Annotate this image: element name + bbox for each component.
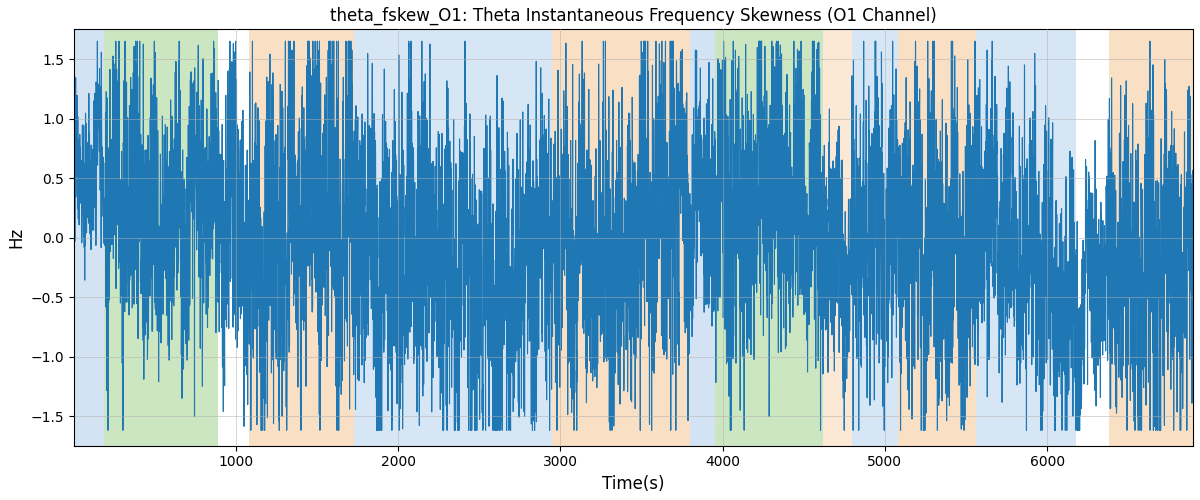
X-axis label: Time(s): Time(s) (602, 475, 665, 493)
Bar (74, 30, 104, 446)
Bar (354, 30, 552, 446)
Bar (552, 30, 690, 446)
Y-axis label: Hz: Hz (7, 227, 25, 248)
Bar (714, 30, 823, 446)
Bar (898, 30, 976, 446)
Bar (250, 30, 354, 446)
Bar (1109, 30, 1193, 446)
Bar (852, 30, 898, 446)
Bar (976, 30, 1076, 446)
Bar (104, 30, 218, 446)
Title: theta_fskew_O1: Theta Instantaneous Frequency Skewness (O1 Channel): theta_fskew_O1: Theta Instantaneous Freq… (330, 7, 937, 25)
Bar (690, 30, 714, 446)
Bar (823, 30, 852, 446)
